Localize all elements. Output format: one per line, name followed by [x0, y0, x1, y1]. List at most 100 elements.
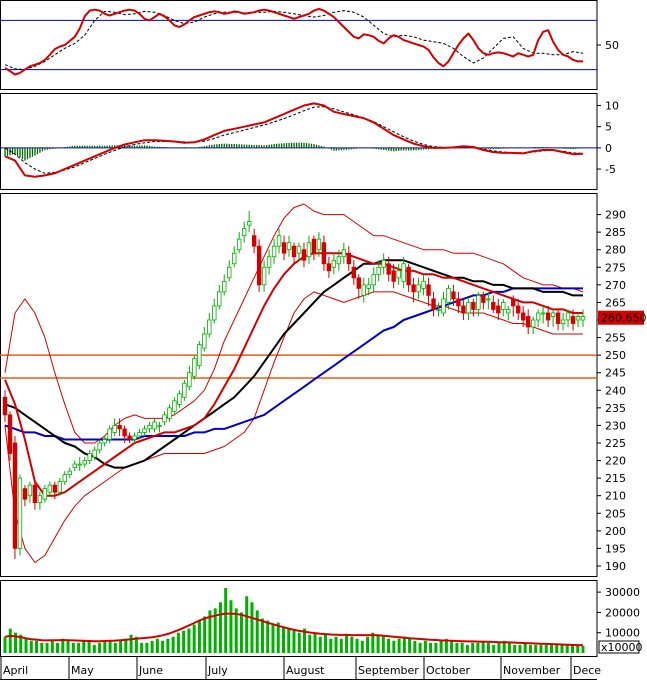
macd-histogram-bar	[559, 147, 562, 149]
price-axis-tick-label-16: 210	[605, 490, 626, 503]
macd-histogram-bar	[236, 144, 238, 148]
volume-bar	[350, 636, 354, 653]
candle-body	[241, 228, 247, 237]
macd-histogram-bar	[564, 147, 567, 149]
macd-histogram-bar	[383, 147, 385, 150]
volume-bar	[113, 642, 117, 653]
candle-body	[281, 242, 287, 254]
price-frame	[0, 193, 598, 577]
macd-histogram-bar	[345, 147, 348, 150]
macd-histogram-bar	[86, 145, 88, 148]
volume-bar	[45, 642, 49, 653]
volume-bar	[29, 640, 33, 653]
candle-body	[117, 425, 122, 430]
candle-body	[530, 319, 536, 328]
macd-histogram-bar	[547, 147, 549, 148]
candle-body	[172, 400, 177, 412]
price-axis-tick-label-10: 240	[605, 384, 626, 397]
macd-histogram-bar	[305, 143, 308, 148]
macd-histogram-bar	[288, 142, 290, 148]
macd-histogram-bar	[308, 143, 310, 148]
macd-histogram-bar	[128, 145, 131, 148]
candle-body	[42, 488, 48, 500]
candle-body	[32, 484, 38, 504]
macd-histogram-bar	[380, 147, 382, 150]
macd-histogram-bar	[66, 146, 68, 148]
macd-histogram-bar	[161, 146, 163, 148]
macd-histogram-bar	[136, 145, 138, 148]
volume-bar	[297, 632, 301, 653]
volume-bar	[507, 642, 511, 653]
candle-body	[57, 481, 63, 493]
macd-histogram-bar	[158, 146, 161, 148]
volume-bar	[171, 636, 175, 653]
macd-histogram-bar	[480, 147, 482, 149]
macd-histogram-bar	[29, 147, 31, 159]
candle-body	[521, 312, 526, 321]
macd-histogram-bar	[510, 147, 512, 149]
macd-histogram-bar	[91, 145, 93, 148]
volume-bar	[166, 638, 170, 653]
candle-body	[535, 312, 541, 321]
macd-histogram-bar	[226, 143, 228, 148]
macd-histogram-bar	[532, 147, 534, 148]
macd-histogram-bar	[343, 147, 345, 150]
volume-bar	[444, 638, 448, 653]
macd-histogram-bar	[348, 147, 350, 150]
candle-body	[321, 242, 327, 265]
macd-histogram-bar	[328, 147, 330, 149]
month-label-8: Dece	[573, 664, 601, 677]
month-label-7: November	[503, 664, 561, 677]
candle-body	[167, 407, 172, 419]
volume-bar	[77, 642, 81, 653]
macd-histogram-bar	[156, 146, 158, 148]
macd-histogram-bar	[545, 147, 547, 148]
macd-histogram-bar	[574, 147, 577, 149]
volume-bar	[413, 640, 417, 653]
volume-bar	[392, 640, 396, 653]
macd-histogram-bar	[14, 147, 16, 155]
macd-histogram-bar	[104, 145, 106, 148]
volume-bar	[3, 636, 7, 653]
macd-histogram-bar	[54, 147, 56, 149]
volume-bar	[213, 608, 217, 653]
candle-body	[132, 435, 137, 440]
volume-axis-tick-label-2: 10000	[605, 627, 640, 640]
volume-bar	[376, 634, 380, 653]
macd-histogram-bar	[74, 145, 76, 148]
stochastic-frame	[0, 0, 598, 90]
volume-bar	[14, 632, 18, 653]
candle-body	[575, 316, 581, 321]
candle-body	[511, 298, 516, 307]
candle-body	[580, 316, 586, 321]
macd-histogram-bar	[191, 147, 193, 149]
volume-bar	[576, 645, 580, 653]
macd-histogram-bar	[153, 146, 156, 148]
macd-histogram-bar	[183, 147, 186, 149]
macd-histogram-bar	[420, 147, 422, 150]
ma-mid-line	[4, 259, 583, 469]
macd-histogram-bar	[99, 145, 101, 148]
candle-body	[227, 266, 232, 279]
macd-histogram-bar	[11, 147, 14, 155]
volume-bar	[182, 630, 186, 653]
candle-body	[271, 245, 277, 258]
volume-bar	[192, 624, 196, 653]
macd-histogram-bar	[101, 145, 103, 148]
macd-histogram-bar	[246, 144, 248, 148]
macd-histogram-bar	[360, 147, 362, 149]
macd-axis-tick-label-0: 10	[605, 99, 619, 112]
volume-axis-tick-label-0: 30000	[605, 586, 640, 599]
volume-bar	[450, 640, 454, 653]
macd-histogram-bar	[253, 144, 255, 148]
volume-bar	[513, 644, 517, 653]
month-label-1: May	[71, 664, 94, 677]
candle-body	[142, 428, 147, 433]
macd-histogram-bar	[173, 147, 176, 149]
month-label-2: June	[138, 664, 163, 677]
macd-histogram-bar	[228, 143, 230, 148]
candle-body	[496, 305, 501, 314]
macd-histogram-bar	[106, 145, 108, 148]
price-axis-tick-label-0: 290	[605, 209, 626, 222]
macd-histogram-bar	[422, 147, 425, 150]
